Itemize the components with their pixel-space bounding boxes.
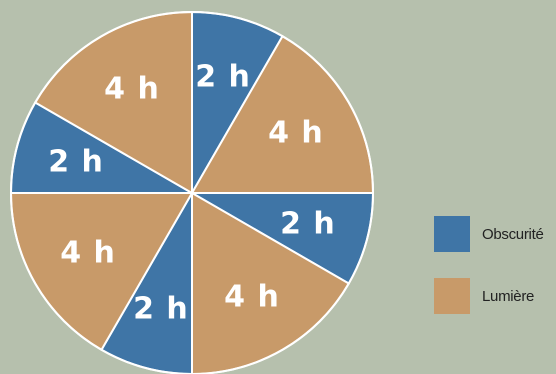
pie-slice-label-1: 2 h — [195, 60, 251, 95]
pie-slice-label-8: 4 h — [104, 72, 160, 107]
pie-slice-label-4: 4 h — [224, 279, 280, 314]
legend-item-obscurite: Obscurité — [434, 216, 544, 252]
legend-swatch-obscurite — [434, 216, 470, 252]
legend-item-lumiere: Lumière — [434, 278, 544, 314]
pie-slice-label-6: 4 h — [60, 236, 116, 271]
legend-swatch-lumiere — [434, 278, 470, 314]
legend-label-lumiere: Lumière — [482, 287, 535, 305]
legend-label-obscurite: Obscurité — [482, 225, 544, 243]
pie-slice-label-5: 2 h — [133, 291, 189, 326]
pie-outline — [10, 11, 374, 374]
pie-slice-label-7: 2 h — [48, 144, 104, 179]
pie-slice-label-3: 2 h — [280, 207, 336, 242]
pie-slice-label-2: 4 h — [268, 116, 324, 151]
legend: Obscurité Lumière — [434, 216, 544, 340]
